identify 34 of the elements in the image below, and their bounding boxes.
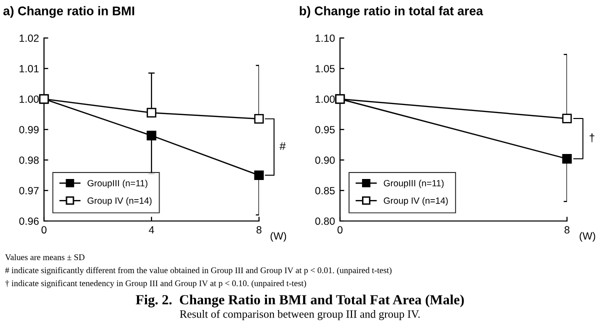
text: # indicate significantly different from the value obtained in Group III and Group IV at p < 0.01. (unpaired t-test) bbox=[5, 267, 392, 275]
x-tick-label: 8 bbox=[256, 226, 262, 234]
y-tick-label: 1.00 bbox=[20, 96, 39, 103]
text: # bbox=[280, 142, 286, 150]
y-tick-label: 0.85 bbox=[315, 187, 335, 194]
text: † indicate significant tenedency in Group III and Group IV at p < 0.10. (unpaired t-test) bbox=[5, 280, 306, 288]
chart-title: b) Change ratio in total fat area bbox=[300, 6, 484, 18]
y-tick-label: 1.10 bbox=[316, 34, 335, 42]
text: Result of comparison between group III and group IV. bbox=[180, 310, 420, 320]
y-tick-label: 0.90 bbox=[315, 156, 335, 164]
y-tick-label: 0.97 bbox=[19, 187, 39, 194]
legend-label: Group IV (n=14) bbox=[88, 197, 152, 206]
legend-label: GroupIII (n=11) bbox=[384, 180, 444, 188]
y-tick-label: 0.95 bbox=[315, 126, 335, 134]
legend-label: GroupIII (n=11) bbox=[88, 180, 148, 188]
x-axis-title: (W) bbox=[270, 232, 286, 242]
x-tick-label: 0 bbox=[338, 226, 342, 234]
x-axis-title: (W) bbox=[580, 232, 596, 242]
y-tick-label: 0.80 bbox=[315, 218, 335, 225]
x-tick-label: 8 bbox=[564, 226, 570, 234]
y-tick-label: 1.02 bbox=[20, 34, 39, 42]
y-tick-label: 0.98 bbox=[19, 156, 39, 164]
y-tick-label: 1.01 bbox=[20, 65, 39, 72]
text: Fig. 2. Change Ratio in BMI and Total Fat Area (Male) bbox=[136, 294, 464, 308]
y-tick-label: 0.99 bbox=[19, 126, 39, 134]
x-tick-label: 4 bbox=[148, 226, 154, 234]
legend-label: Group IV (n=14) bbox=[384, 197, 448, 206]
y-tick-label: 1.05 bbox=[316, 65, 335, 72]
y-tick-label: 0.96 bbox=[19, 218, 39, 225]
chart-title: a) Change ratio in BMI bbox=[3, 6, 134, 18]
x-tick-label: 0 bbox=[42, 226, 46, 234]
y-tick-label: 1.00 bbox=[316, 96, 335, 103]
text: † bbox=[590, 133, 594, 142]
text: Values are means ± SD bbox=[5, 254, 84, 260]
